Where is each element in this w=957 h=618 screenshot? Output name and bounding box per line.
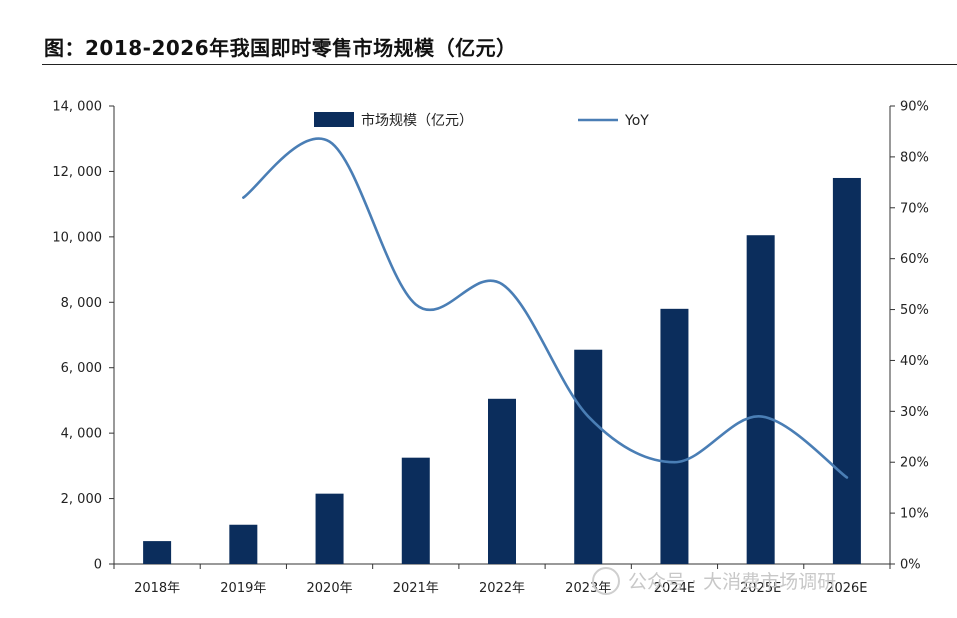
wechat-icon bbox=[592, 567, 620, 595]
title-bar: 图：2018-2026年我国即时零售市场规模（亿元） bbox=[42, 28, 957, 65]
legend-line-label: YoY bbox=[624, 113, 649, 129]
bar bbox=[488, 398, 516, 564]
legend-bar-swatch bbox=[314, 112, 354, 127]
right-tick-label: 60% bbox=[900, 252, 929, 267]
right-tick-label: 80% bbox=[900, 150, 929, 165]
left-tick-label: 8, 000 bbox=[61, 296, 102, 311]
right-tick-label: 70% bbox=[900, 201, 929, 216]
right-tick-label: 50% bbox=[900, 303, 929, 318]
x-tick-label: 2022年 bbox=[479, 581, 525, 596]
bar bbox=[143, 541, 172, 564]
right-tick-label: 90% bbox=[900, 100, 929, 115]
watermark: 公众号 · 大消费市场调研 bbox=[592, 567, 836, 595]
x-tick-label: 2018年 bbox=[134, 581, 180, 596]
x-tick-label: 2024E bbox=[654, 581, 695, 596]
x-tick-label: 2025E bbox=[740, 581, 781, 596]
bar bbox=[229, 524, 258, 564]
yoy-line bbox=[242, 137, 849, 479]
left-tick-label: 2, 000 bbox=[61, 492, 102, 507]
right-tick-label: 10% bbox=[900, 507, 929, 522]
left-tick-label: 6, 000 bbox=[61, 361, 102, 376]
legend-bar-label: 市场规模（亿元） bbox=[361, 112, 473, 129]
right-tick-label: 0% bbox=[900, 558, 921, 573]
bar bbox=[832, 177, 861, 564]
x-tick-label: 2020年 bbox=[307, 581, 353, 596]
bar bbox=[315, 493, 344, 564]
left-tick-label: 12, 000 bbox=[52, 165, 102, 180]
watermark-text: 公众号 · 大消费市场调研 bbox=[628, 571, 836, 593]
right-tick-label: 40% bbox=[900, 354, 929, 369]
bar bbox=[574, 349, 603, 564]
right-tick-label: 20% bbox=[900, 456, 929, 471]
left-tick-label: 4, 000 bbox=[61, 427, 102, 442]
bar bbox=[746, 235, 775, 564]
x-tick-label: 2021年 bbox=[393, 581, 439, 596]
left-tick-label: 0 bbox=[94, 558, 102, 573]
bar bbox=[660, 308, 689, 564]
x-tick-label: 2019年 bbox=[220, 581, 266, 596]
x-tick-label: 2026E bbox=[826, 581, 867, 596]
left-tick-label: 10, 000 bbox=[52, 230, 102, 245]
bar bbox=[401, 457, 430, 564]
left-tick-label: 14, 000 bbox=[52, 100, 102, 115]
right-tick-label: 30% bbox=[900, 405, 929, 420]
chart-title: 图：2018-2026年我国即时零售市场规模（亿元） bbox=[44, 36, 517, 60]
